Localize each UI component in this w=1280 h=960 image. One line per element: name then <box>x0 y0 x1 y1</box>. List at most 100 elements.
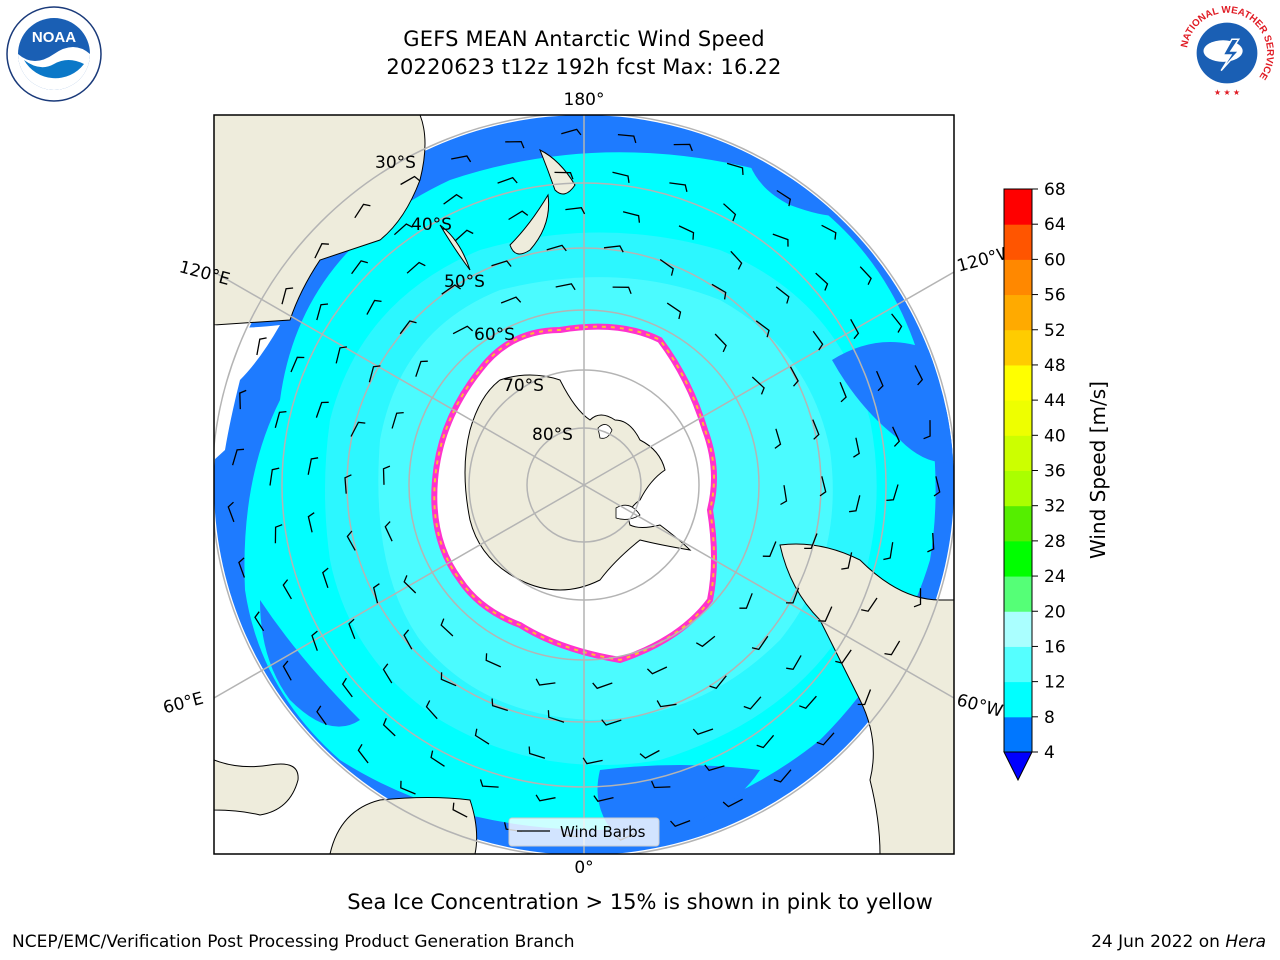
colorbar-tick-label: 24 <box>1044 567 1066 587</box>
australia-land <box>214 115 426 326</box>
wind-barb <box>344 474 352 494</box>
wind-barb <box>391 411 404 429</box>
wind-barb <box>282 660 292 681</box>
colorbar-segment <box>1004 259 1032 296</box>
lat-label-70s: 70°S <box>503 376 544 396</box>
wind-barb <box>603 245 624 253</box>
wind-barb <box>666 302 682 320</box>
latitude-labels: 30°S 40°S 50°S 60°S 70°S 80°S <box>375 153 573 445</box>
wind-barb <box>780 485 788 506</box>
wind-barb <box>876 370 884 392</box>
wind-barb <box>678 225 695 240</box>
colorbar-tick-label: 56 <box>1044 286 1066 306</box>
colorbar-segment <box>1004 646 1032 683</box>
wind-barb <box>452 325 474 335</box>
wind-barb <box>322 567 329 589</box>
lat-label-30s: 30°S <box>375 153 416 173</box>
wind-barb <box>425 700 438 720</box>
wind-barb <box>440 618 454 637</box>
wind-barb <box>239 389 247 410</box>
wind-barb <box>785 587 800 604</box>
wind-barb <box>282 579 292 600</box>
wind-barb <box>491 260 512 267</box>
wind-barb <box>886 484 899 502</box>
wind-barb <box>659 258 674 276</box>
wind-barb <box>751 635 769 651</box>
colorbar-tick-label: 8 <box>1044 708 1055 728</box>
colorbar-segment <box>1004 364 1032 401</box>
colorbar-segment <box>1004 294 1032 331</box>
wind-barb <box>547 710 565 723</box>
ice-edge-margin <box>433 325 715 662</box>
wind-barb <box>892 426 901 447</box>
wind-barb <box>670 819 691 827</box>
wind-barb <box>772 233 789 247</box>
wind-barb <box>451 155 472 163</box>
wind-barb <box>891 313 903 333</box>
wind-barb <box>351 260 368 275</box>
wind-barb <box>274 524 283 544</box>
legend: Wind Barbs <box>508 817 660 847</box>
colorbar-tick-label: 64 <box>1044 215 1066 235</box>
wind-barb <box>786 655 802 671</box>
wind-barb <box>307 512 315 533</box>
wind-barb <box>403 629 413 650</box>
wind-barb <box>382 663 393 684</box>
wind-barb <box>850 318 860 340</box>
madagascar-land <box>214 759 299 816</box>
colorbar-tick-label: 52 <box>1044 321 1066 341</box>
wind-barb <box>709 675 727 690</box>
wind-barb <box>839 381 847 403</box>
wind-barb <box>751 376 765 395</box>
wind-barb <box>311 630 318 651</box>
wind-barb <box>400 780 416 795</box>
wind-barb <box>775 286 790 304</box>
lon-label-0: 0° <box>574 858 593 878</box>
wind-barb <box>479 779 499 788</box>
wind-barb <box>357 743 369 764</box>
lon-label-180: 180° <box>564 90 605 110</box>
colorbar-tick-label: 36 <box>1044 462 1066 482</box>
wind-barb <box>789 366 799 387</box>
wind-barb <box>723 203 737 222</box>
wind-barb <box>430 750 445 767</box>
wind-barb <box>554 171 574 180</box>
wind-barb <box>565 207 586 215</box>
wind-barb <box>561 128 582 136</box>
lat-label-50s: 50°S <box>444 272 485 292</box>
wind-barb <box>491 698 508 712</box>
wind-barb <box>315 401 329 418</box>
wind-barb <box>815 272 829 291</box>
wind-barb <box>535 794 556 802</box>
graticule <box>214 115 954 854</box>
colorbar-label: Wind Speed [m/s] <box>1086 381 1110 559</box>
colorbar-tick-label: 68 <box>1044 180 1066 200</box>
wind-barb <box>762 541 777 557</box>
colorbar-segment <box>1004 681 1032 718</box>
wind-barb <box>859 266 872 285</box>
wind-barb <box>730 250 743 270</box>
wind-barb <box>399 320 417 335</box>
colorbar-segment <box>1004 400 1032 436</box>
colorbar-tick-label: 28 <box>1044 532 1066 552</box>
colorbar-tick-label: 60 <box>1044 250 1066 270</box>
credit-date: 24 Jun 2022 on <box>1091 932 1220 952</box>
wind-barb <box>393 223 413 236</box>
wind-barb <box>505 140 525 149</box>
wind-barb <box>884 640 901 656</box>
wind-barb <box>238 557 246 578</box>
wind-barb <box>307 457 319 475</box>
wind-barb <box>841 552 853 570</box>
wind-barb <box>231 448 245 466</box>
wind-barb <box>441 284 461 295</box>
wind-barb <box>415 360 428 377</box>
wind-barbs <box>227 128 941 841</box>
noaa-logo: NOAA <box>6 6 102 102</box>
lat-label-80s: 80°S <box>532 425 573 445</box>
wind-barb <box>711 283 727 300</box>
wind-barb <box>346 530 356 551</box>
wind-barb <box>269 467 280 486</box>
wind-barb <box>913 588 922 608</box>
colorbar-tick-label: 4 <box>1044 743 1055 763</box>
